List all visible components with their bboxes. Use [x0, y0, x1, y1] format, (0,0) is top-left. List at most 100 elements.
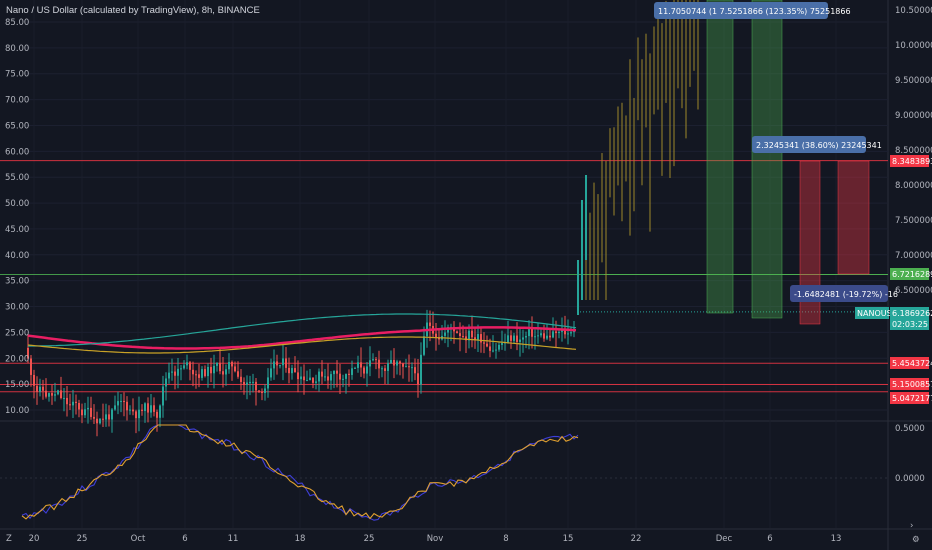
candle-body [417, 373, 419, 385]
candle-body [60, 390, 62, 399]
candle-body [171, 371, 173, 373]
candle-body [528, 329, 530, 337]
candle-body [393, 359, 395, 366]
candle-body [192, 369, 194, 375]
candle-body [285, 358, 287, 368]
price-tag-label: 5.0472177 [892, 394, 932, 403]
ma-yellow-line [27, 336, 577, 354]
candle-body [555, 331, 557, 334]
candle-body [291, 368, 293, 374]
candle-body [165, 378, 167, 387]
candle-body [120, 400, 122, 402]
candle-body [72, 401, 74, 406]
candle-body [333, 370, 335, 375]
candle-body [144, 403, 146, 412]
candle-body [267, 377, 269, 389]
price-tag-label: 5.1500857 [892, 380, 932, 389]
candle-body [207, 366, 209, 377]
candle-body [264, 388, 266, 393]
candle-body [198, 374, 200, 378]
candle-body [531, 329, 533, 337]
left-axis-tick: 15.00 [5, 380, 29, 390]
candles [27, 175, 587, 437]
candle-body [231, 361, 233, 367]
measure-box [751, 0, 783, 319]
candle-body [546, 335, 548, 339]
candle-body [87, 407, 89, 410]
candle-body [456, 331, 458, 334]
candle-body [117, 401, 119, 406]
right-axis-tick: 7.0000000 [895, 251, 932, 261]
candle-body [42, 386, 44, 391]
candle-body [567, 333, 569, 335]
candle-body [246, 382, 248, 385]
candle-body [36, 385, 38, 392]
oscillator-pane [21, 424, 579, 521]
x-axis-tick: 13 [831, 534, 842, 544]
price-tag-label: NANOUSD [857, 309, 898, 318]
oscillator-line-slow [21, 424, 579, 520]
candle-body [123, 400, 125, 402]
candle-body [348, 373, 350, 375]
candle-body [534, 336, 536, 338]
candle-body [261, 391, 263, 393]
right-axis-tick: 9.0000000 [895, 111, 932, 121]
candle-body [84, 409, 86, 416]
gear-icon: ⚙ [912, 535, 920, 545]
candle-body [336, 370, 338, 374]
candle-body [255, 381, 257, 391]
candle-body [300, 376, 302, 380]
annotation-box [790, 285, 888, 302]
candle-body [369, 360, 371, 367]
candle-body [489, 346, 491, 351]
candle-body [480, 334, 482, 343]
candle-body [183, 365, 185, 369]
price-tag-label: 5.4543724 [892, 359, 932, 368]
z-icon: Z [6, 534, 12, 544]
candle-body [33, 374, 35, 386]
measure-boxes [706, 0, 870, 325]
candle-body [354, 367, 356, 369]
candle-body [39, 386, 41, 392]
candle-body [210, 366, 212, 374]
right-axis-tick: 7.5000000 [895, 216, 932, 226]
candle-body [327, 376, 329, 381]
candle-body [372, 359, 374, 361]
candle-body [507, 335, 509, 343]
candle-body [519, 339, 521, 342]
candle-body [180, 368, 182, 370]
candle-body [492, 350, 494, 352]
measure-box [706, 0, 734, 314]
candle-body [201, 369, 203, 378]
candle-body [549, 335, 551, 338]
price-tag [890, 378, 929, 390]
x-axis-tick: Oct [131, 534, 146, 544]
x-axis-tick: 11 [228, 534, 239, 544]
price-tag [855, 307, 889, 319]
candle-body [228, 361, 230, 370]
candle-body [159, 405, 161, 418]
candle-body [258, 390, 260, 392]
x-axis-tick: 15 [563, 534, 574, 544]
candle-body [135, 411, 137, 419]
chevron-right-icon: › [910, 521, 913, 531]
candle-body [240, 376, 242, 382]
candle-body [363, 367, 365, 374]
candle-body [114, 405, 116, 410]
candle-body [339, 373, 341, 380]
candle-body [420, 354, 422, 385]
candle-body [51, 393, 53, 396]
candle-body [78, 402, 80, 410]
candle-body [552, 331, 554, 338]
candle-body [405, 366, 407, 368]
right-axis-tick: 8.5000000 [895, 146, 932, 156]
candle-body [48, 393, 50, 397]
candle-body [99, 418, 101, 424]
candle-body [237, 371, 239, 377]
left-axis-tick: 65.00 [5, 121, 29, 131]
candle-body [321, 371, 323, 377]
candle-body [153, 405, 155, 412]
candle-body [435, 333, 437, 338]
